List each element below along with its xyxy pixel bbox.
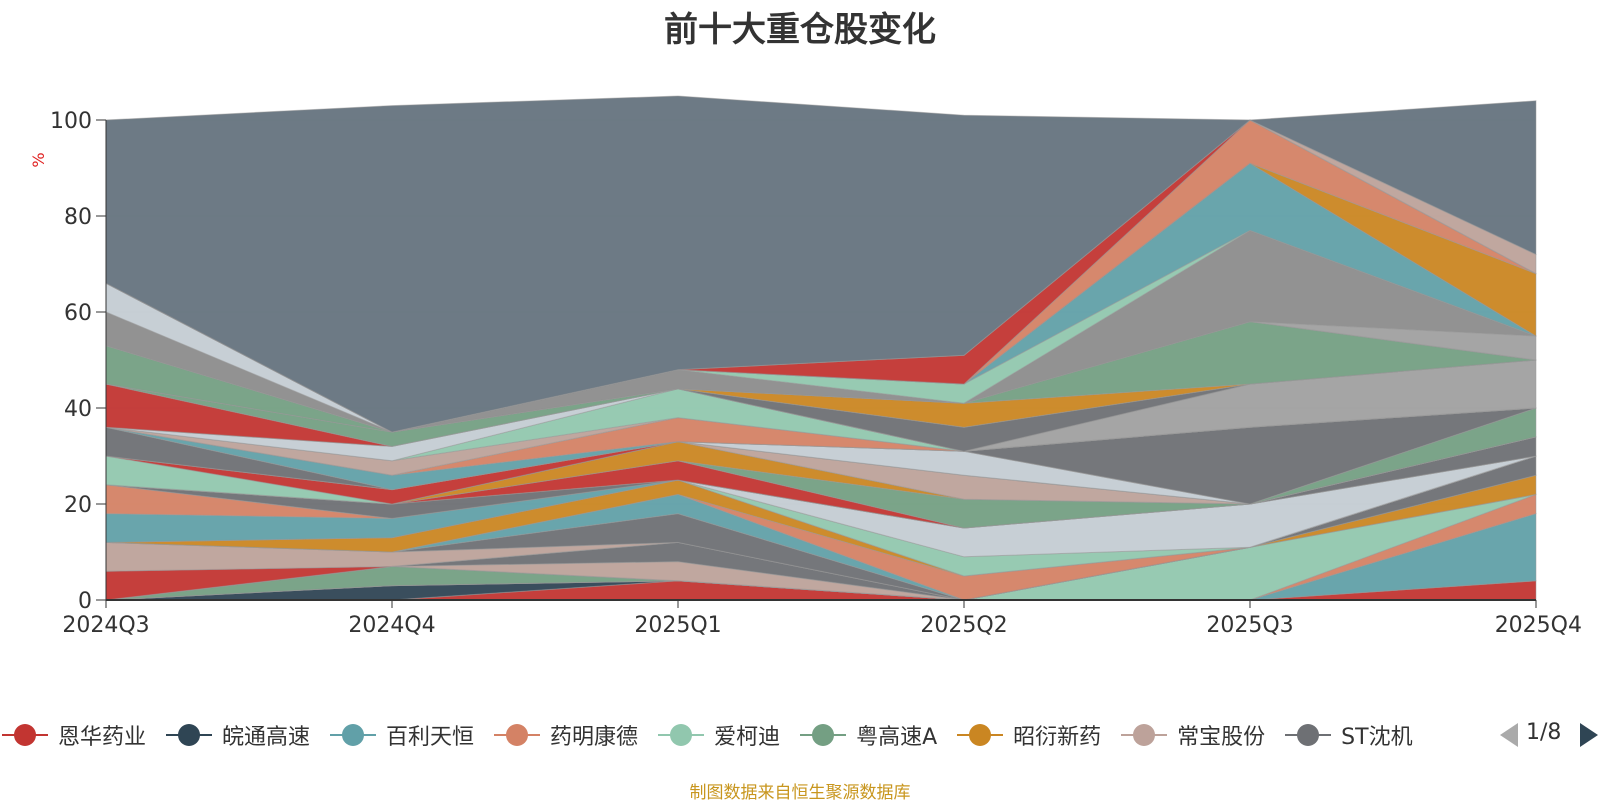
legend-item[interactable]: 皖通高速 — [164, 718, 310, 752]
legend-label: ST沈机 — [1341, 725, 1413, 750]
legend-item[interactable]: 爱柯迪 — [656, 718, 780, 752]
y-tick-label: 40 — [64, 397, 92, 422]
legend-marker-icon — [0, 718, 50, 752]
legend-item[interactable]: 粤高速A — [798, 718, 937, 752]
legend-items: 恩华药业 皖通高速 百利天恒 药明康德 爱柯迪 粤高速A 昭衍新药 常宝股份 ST沈机 — [0, 718, 1482, 752]
legend-item[interactable]: ST沈机 — [1283, 718, 1413, 752]
x-tick-label: 2024Q3 — [62, 613, 149, 638]
y-tick-label: 20 — [64, 493, 92, 518]
stacked-area-chart: 0 20 40 60 80 100 2024Q3 2024Q4 2025Q1 2025Q2 2025… — [29, 95, 1582, 638]
legend-label: 百利天恒 — [386, 725, 475, 750]
legend-label: 皖通高速 — [222, 725, 311, 750]
area-series-50 — [105, 95, 1537, 433]
legend-next-page-icon[interactable] — [1580, 723, 1598, 747]
y-tick-label: 80 — [64, 205, 92, 230]
x-tick-label: 2025Q3 — [1206, 613, 1293, 638]
legend-item[interactable]: 恩华药业 — [0, 718, 146, 752]
axis-layer: 0 20 40 60 80 100 2024Q3 2024Q4 2025Q1 2025Q2 2025… — [50, 109, 1582, 638]
y-axis-label: % — [29, 152, 48, 167]
legend-item[interactable]: 常宝股份 — [1119, 718, 1265, 752]
legend-item[interactable]: 昭衍新药 — [955, 718, 1101, 752]
y-tick-label: 0 — [78, 589, 92, 614]
legend-item[interactable]: 百利天恒 — [328, 718, 474, 752]
legend-marker-icon — [656, 718, 706, 752]
x-tick-label: 2024Q4 — [348, 613, 435, 638]
legend-label: 药明康德 — [550, 725, 639, 750]
legend-label: 常宝股份 — [1177, 725, 1266, 750]
legend: 恩华药业 皖通高速 百利天恒 药明康德 爱柯迪 粤高速A 昭衍新药 常宝股份 ST沈机 — [0, 718, 1600, 752]
y-tick-label: 100 — [50, 109, 92, 134]
legend-marker-icon — [164, 718, 214, 752]
legend-item[interactable]: 药明康德 — [492, 718, 638, 752]
legend-page-indicator: 1/8 — [1526, 720, 1562, 745]
y-tick-label: 60 — [64, 301, 92, 326]
legend-label: 爱柯迪 — [714, 725, 781, 750]
x-tick-label: 2025Q2 — [920, 613, 1007, 638]
legend-marker-icon — [328, 718, 378, 752]
area-layer — [105, 95, 1537, 601]
chart-title: 前十大重仓股变化 — [664, 10, 936, 50]
legend-label: 昭衍新药 — [1013, 725, 1102, 750]
x-tick-label: 2025Q4 — [1495, 613, 1582, 638]
x-tick-label: 2025Q1 — [634, 613, 721, 638]
legend-marker-icon — [1283, 718, 1333, 752]
legend-label: 恩华药业 — [58, 725, 147, 750]
legend-marker-icon — [1119, 718, 1169, 752]
legend-marker-icon — [955, 718, 1005, 752]
legend-prev-page-icon[interactable] — [1500, 723, 1518, 747]
legend-pager: 1/8 — [1500, 718, 1600, 752]
source-note: 制图数据来自恒生聚源数据库 — [689, 783, 911, 803]
legend-marker-icon — [492, 718, 542, 752]
legend-marker-icon — [798, 718, 848, 752]
legend-label: 粤高速A — [856, 725, 938, 750]
